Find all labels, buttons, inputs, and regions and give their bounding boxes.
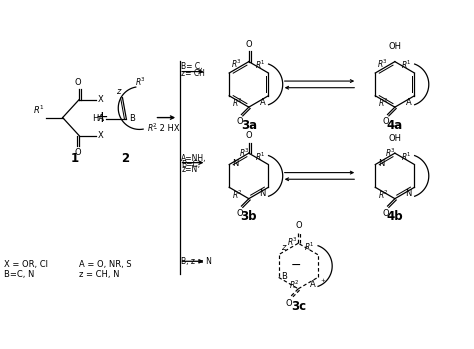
Text: 1: 1 — [70, 152, 79, 165]
Text: 3c: 3c — [291, 300, 306, 313]
Text: X: X — [98, 95, 103, 104]
Text: N: N — [405, 189, 411, 198]
Text: O: O — [286, 299, 292, 308]
Text: $R^2$: $R^2$ — [232, 97, 243, 109]
Text: OH: OH — [388, 134, 401, 143]
Text: B= C,: B= C, — [182, 62, 203, 71]
Text: B: B — [129, 114, 135, 123]
Text: O: O — [236, 209, 243, 218]
Text: 4a: 4a — [387, 119, 403, 132]
Text: - 2 HX: - 2 HX — [154, 124, 179, 133]
Text: 4b: 4b — [386, 210, 403, 223]
Text: $R^3$: $R^3$ — [238, 147, 250, 159]
Text: A=NH,: A=NH, — [182, 154, 207, 163]
Text: A: A — [260, 98, 265, 107]
Text: X: X — [98, 131, 103, 140]
Text: B, z = N: B, z = N — [182, 257, 212, 266]
Text: z: z — [116, 87, 120, 96]
Text: +: + — [95, 110, 108, 125]
Text: $R^3$: $R^3$ — [135, 76, 146, 88]
Text: X = OR, Cl
B=C, N: X = OR, Cl B=C, N — [4, 260, 48, 279]
Text: $R^2$: $R^2$ — [378, 97, 389, 109]
Text: B=C,: B=C, — [182, 160, 201, 169]
Text: z: z — [281, 243, 285, 252]
Text: N: N — [378, 159, 384, 168]
Text: O: O — [246, 131, 253, 140]
Text: HA: HA — [92, 114, 105, 123]
Text: N: N — [232, 159, 238, 168]
Text: $R^1$: $R^1$ — [401, 59, 411, 71]
Text: $R^2$: $R^2$ — [378, 188, 389, 201]
Text: O: O — [383, 117, 389, 126]
Text: 2: 2 — [121, 152, 129, 165]
Text: $R^1$: $R^1$ — [401, 150, 411, 163]
Text: O: O — [74, 148, 81, 157]
Text: O: O — [295, 222, 302, 230]
Text: O: O — [246, 40, 253, 49]
Text: $R^3$: $R^3$ — [377, 58, 388, 70]
Text: N: N — [259, 189, 265, 198]
Text: z=N: z=N — [182, 165, 198, 174]
Text: $R^2$: $R^2$ — [289, 279, 300, 291]
Text: −: − — [291, 259, 301, 272]
Text: $R^3$: $R^3$ — [287, 236, 298, 248]
Text: A = O, NR, S
z = CH, N: A = O, NR, S z = CH, N — [79, 260, 132, 279]
Text: +: + — [320, 278, 325, 283]
Text: $R^1$: $R^1$ — [255, 59, 265, 71]
Text: $R^1$: $R^1$ — [255, 150, 265, 163]
Text: $R^1$: $R^1$ — [304, 240, 315, 253]
Text: O: O — [74, 78, 81, 87]
Text: 3b: 3b — [240, 210, 257, 223]
Text: A: A — [310, 280, 316, 289]
Text: $R^1$: $R^1$ — [33, 103, 44, 116]
Text: $R^2$: $R^2$ — [147, 122, 158, 134]
Text: OH: OH — [388, 42, 401, 51]
Text: B: B — [282, 272, 287, 281]
Text: O: O — [236, 117, 243, 126]
Text: A: A — [406, 98, 411, 107]
Text: O: O — [383, 209, 389, 218]
Text: $R^3$: $R^3$ — [385, 147, 396, 159]
Text: $R^2$: $R^2$ — [232, 188, 243, 201]
Text: z= CH: z= CH — [182, 69, 205, 78]
Text: 3a: 3a — [241, 119, 257, 132]
Text: $R^3$: $R^3$ — [231, 58, 242, 70]
